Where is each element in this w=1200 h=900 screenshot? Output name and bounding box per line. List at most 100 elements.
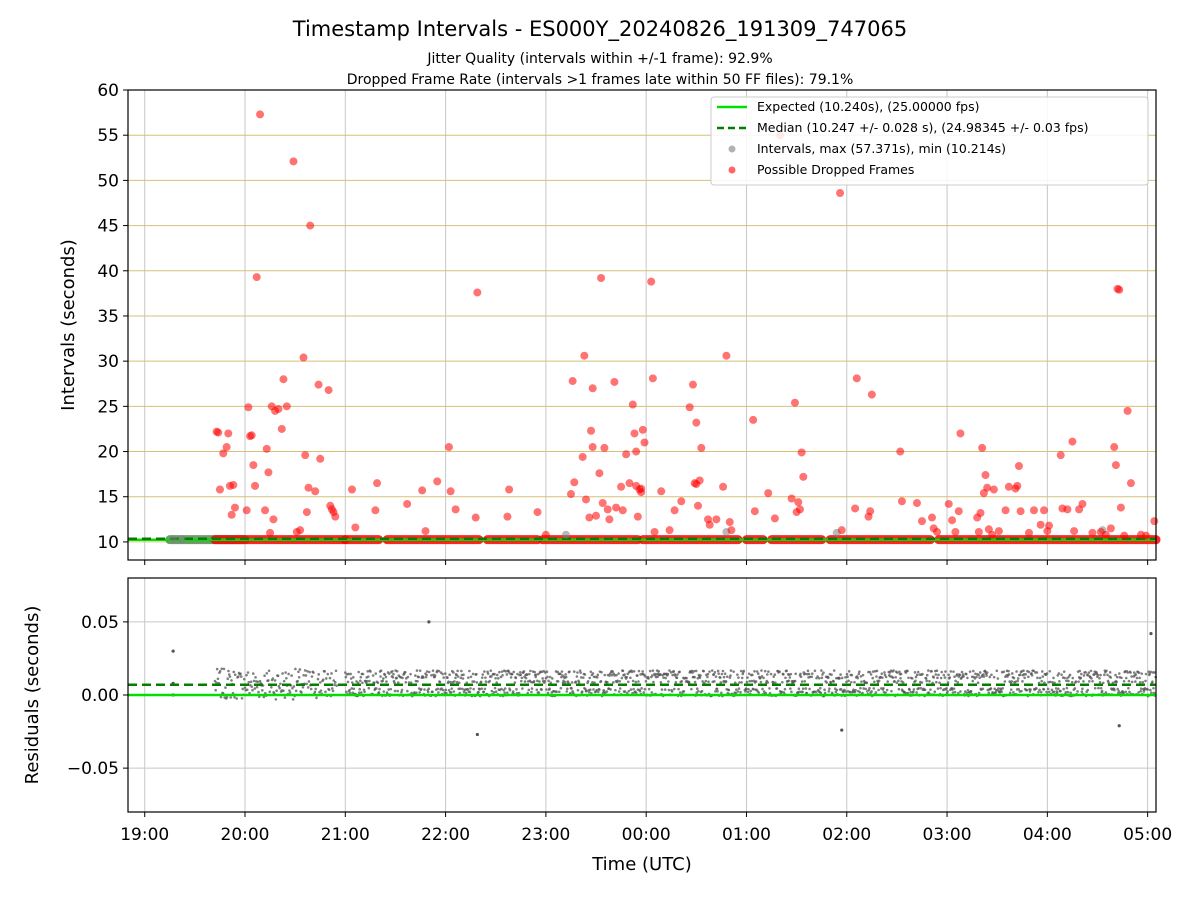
dropped-frame-point <box>224 429 233 438</box>
residual-point <box>716 690 719 693</box>
residual-point <box>1059 689 1062 693</box>
residual-point <box>1010 680 1014 683</box>
residual-point <box>884 691 887 694</box>
residual-point <box>1128 690 1131 694</box>
residual-point <box>936 687 940 690</box>
residual-point <box>700 689 704 693</box>
residual-point <box>587 690 591 694</box>
residual-point <box>857 672 861 676</box>
residual-point <box>814 690 818 694</box>
residual-point <box>545 670 549 673</box>
residual-point <box>522 670 526 673</box>
residual-point <box>913 671 917 674</box>
residual-point <box>267 679 270 682</box>
residual-point <box>245 673 248 677</box>
residual-point <box>444 672 447 675</box>
intervals-y-tick-label: 15 <box>97 488 119 508</box>
residual-point <box>534 673 538 676</box>
dropped-frame-point <box>1088 528 1097 537</box>
residual-point <box>995 669 999 673</box>
residual-point <box>1027 675 1030 679</box>
residual-point <box>713 680 716 683</box>
residual-point <box>716 669 720 673</box>
residual-point <box>971 669 975 673</box>
residual-point <box>258 679 262 683</box>
residual-point <box>389 687 393 691</box>
residual-point <box>907 676 910 680</box>
residual-point <box>346 680 350 684</box>
residual-point <box>528 672 531 676</box>
dropped-frame-point <box>264 468 273 477</box>
residual-point <box>262 695 266 699</box>
residual-point <box>1152 691 1156 695</box>
residual-point <box>591 681 594 684</box>
residual-point <box>406 675 410 679</box>
residual-point <box>447 688 451 692</box>
residual-point <box>285 676 288 680</box>
dropped-frame-point <box>981 471 990 480</box>
residual-point <box>925 679 929 683</box>
dropped-frame-point <box>727 526 736 535</box>
residual-point <box>249 680 253 684</box>
residual-point <box>789 687 792 690</box>
residual-point <box>1146 688 1149 691</box>
residual-point <box>494 690 498 694</box>
residual-point <box>785 669 788 673</box>
residual-point <box>714 690 717 693</box>
residual-point <box>924 677 928 680</box>
residual-point <box>303 669 307 672</box>
residual-point <box>927 669 930 672</box>
dropped-frame-point <box>610 377 619 386</box>
residual-point <box>239 672 242 676</box>
residual-point <box>400 688 404 692</box>
residual-point <box>326 672 330 676</box>
residual-point <box>715 687 719 691</box>
residual-point <box>952 687 956 690</box>
residual-point <box>623 690 627 693</box>
dropped-frame-point <box>650 527 659 536</box>
residual-point <box>235 697 239 700</box>
residual-point <box>846 675 849 679</box>
residual-point <box>519 673 523 677</box>
residual-point <box>766 673 769 676</box>
residual-point <box>734 691 738 695</box>
dropped-frame-point <box>262 444 271 453</box>
residual-point <box>506 691 509 695</box>
residual-point <box>722 675 726 679</box>
x-tick-label: 22:00 <box>421 825 470 845</box>
residual-point <box>1080 672 1083 676</box>
residual-point <box>493 672 496 676</box>
x-tick-label: 00:00 <box>622 825 671 845</box>
residual-point <box>1025 688 1029 692</box>
residual-point <box>229 696 233 699</box>
dropped-frame-point <box>299 353 308 362</box>
residual-point <box>929 688 932 691</box>
dropped-frame-point <box>446 487 455 496</box>
residual-point <box>927 691 931 694</box>
residual-point <box>621 669 625 673</box>
residual-point <box>1099 686 1103 690</box>
residual-point <box>529 669 532 673</box>
residual-point <box>1052 690 1056 694</box>
residual-point <box>220 667 223 671</box>
residual-point <box>667 688 671 692</box>
residual-point <box>885 688 889 692</box>
residual-point <box>917 686 921 690</box>
residual-point <box>678 691 682 694</box>
residual-point <box>304 674 308 677</box>
dropped-frame-point <box>222 443 231 452</box>
residual-point <box>332 679 336 682</box>
residual-point <box>966 676 969 680</box>
residual-point <box>597 690 600 694</box>
residual-point <box>603 673 607 677</box>
dropped-frame-point <box>897 497 906 506</box>
residual-point <box>576 671 579 674</box>
residual-point <box>333 681 337 684</box>
x-tick-label: 01:00 <box>722 825 771 845</box>
residual-point <box>1135 676 1139 680</box>
residual-point <box>1081 687 1084 691</box>
dropped-frame-point <box>1141 531 1150 540</box>
residual-point <box>914 679 917 683</box>
residual-point <box>1056 674 1060 677</box>
dropped-frame-point <box>989 485 998 494</box>
